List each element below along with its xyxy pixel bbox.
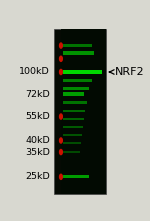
Ellipse shape	[59, 149, 63, 155]
Text: 40kD: 40kD	[25, 136, 50, 145]
Bar	[61, 29, 106, 194]
Bar	[63, 110, 85, 112]
Bar	[63, 175, 89, 178]
Text: 72kD: 72kD	[25, 90, 50, 99]
Bar	[63, 87, 89, 90]
Bar	[63, 151, 80, 153]
Bar	[63, 118, 84, 120]
Ellipse shape	[59, 55, 63, 62]
Text: 35kD: 35kD	[25, 148, 50, 156]
Text: 25kD: 25kD	[25, 172, 50, 181]
Ellipse shape	[59, 42, 63, 49]
Bar	[63, 134, 82, 136]
Bar	[63, 79, 92, 82]
Ellipse shape	[59, 113, 63, 120]
Bar	[63, 70, 102, 74]
Bar	[54, 29, 106, 194]
Bar	[63, 92, 84, 96]
Ellipse shape	[59, 137, 63, 144]
Ellipse shape	[59, 173, 63, 180]
Bar	[63, 142, 81, 144]
Bar	[63, 126, 83, 128]
Bar	[63, 51, 94, 55]
Ellipse shape	[59, 69, 63, 75]
Bar	[63, 44, 92, 47]
Text: 100kD: 100kD	[19, 67, 50, 76]
Text: 55kD: 55kD	[25, 112, 50, 121]
Bar	[63, 101, 87, 104]
Text: NRF2: NRF2	[115, 67, 145, 77]
